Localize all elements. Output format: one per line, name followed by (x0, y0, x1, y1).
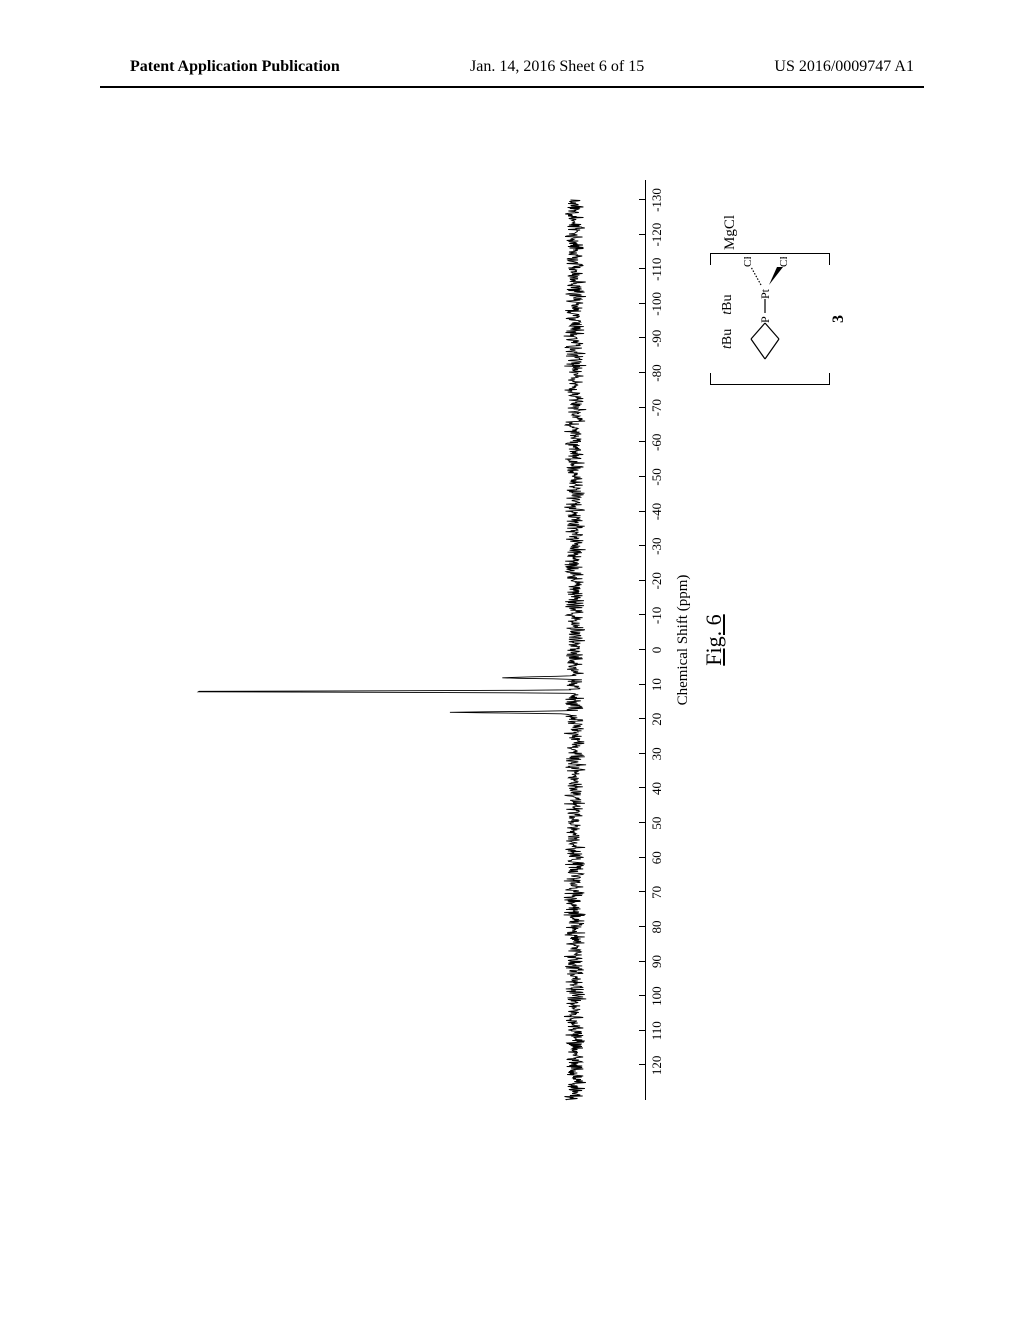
tick (639, 199, 646, 200)
page-header: Patent Application Publication Jan. 14, … (0, 58, 1024, 76)
tick (639, 303, 646, 304)
tick (639, 372, 646, 373)
tick-label: 90 (649, 955, 665, 968)
tick-label: 100 (649, 986, 665, 1006)
tick (639, 234, 646, 235)
tick (639, 1030, 646, 1031)
tick (639, 614, 646, 615)
tick-label: 0 (649, 647, 665, 654)
tick-label: -10 (649, 607, 665, 624)
tick (639, 1064, 646, 1065)
tick (639, 649, 646, 650)
tick (639, 476, 646, 477)
tick-label: 80 (649, 920, 665, 933)
tick-label: 10 (649, 678, 665, 691)
tick (639, 961, 646, 962)
tick-label: 20 (649, 713, 665, 726)
tick (639, 891, 646, 892)
tick (639, 857, 646, 858)
tick-label: -120 (649, 223, 665, 247)
header-left: Patent Application Publication (130, 58, 340, 76)
tick (639, 407, 646, 408)
tick-label: -30 (649, 537, 665, 554)
tick (639, 753, 646, 754)
tick-label: 30 (649, 747, 665, 760)
tick-label: -80 (649, 364, 665, 381)
tick (639, 718, 646, 719)
tick-label: -130 (649, 188, 665, 212)
tick (639, 337, 646, 338)
nmr-spectrum: 1201101009080706050403020100-10-20-30-40… (135, 170, 895, 1110)
header-right: US 2016/0009747 A1 (774, 58, 914, 76)
x-axis-ticks: 1201101009080706050403020100-10-20-30-40… (639, 180, 667, 1100)
spectrum-plot (135, 170, 635, 1110)
tick-label: -90 (649, 330, 665, 347)
tick (639, 684, 646, 685)
tick (639, 926, 646, 927)
header-divider (100, 86, 924, 88)
tick-label: -60 (649, 434, 665, 451)
header-center: Jan. 14, 2016 Sheet 6 of 15 (470, 58, 644, 76)
tick-label: -110 (649, 258, 665, 281)
x-axis-label: Chemical Shift (ppm) (675, 170, 692, 1110)
tick-label: -50 (649, 468, 665, 485)
tick (639, 441, 646, 442)
tick (639, 268, 646, 269)
figure-caption: Fig. 6 (701, 170, 727, 1110)
tick (639, 995, 646, 996)
tick-label: 50 (649, 817, 665, 830)
tick-label: -40 (649, 503, 665, 520)
tick-label: 120 (649, 1056, 665, 1076)
tick-label: 70 (649, 886, 665, 899)
tick-label: 60 (649, 851, 665, 864)
tick (639, 580, 646, 581)
tick-label: -70 (649, 399, 665, 416)
tick (639, 787, 646, 788)
tick-label: -100 (649, 292, 665, 316)
tick-label: 40 (649, 782, 665, 795)
tick (639, 545, 646, 546)
tick-label: 110 (649, 1021, 665, 1040)
tick (639, 511, 646, 512)
tick-label: -20 (649, 572, 665, 589)
tick (639, 822, 646, 823)
figure-area: tBu tBu P Pt CH 3 CH 3 MgCl 3 (135, 170, 895, 1110)
